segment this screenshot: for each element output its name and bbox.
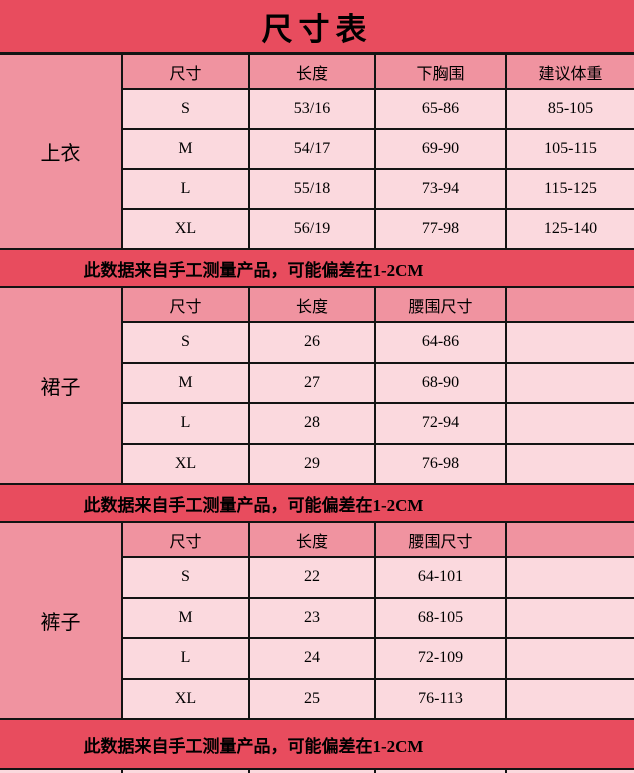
cell-weight: 115-125 <box>544 180 597 197</box>
cell-length: 29 <box>250 444 376 483</box>
cell-waist: 64-86 <box>376 323 507 362</box>
measurement-note-text: 此数据来自手工测量产品，可能偏差在1-2CM <box>83 260 424 280</box>
cell-length: 23 <box>250 598 376 637</box>
table-row: M 54/17 69-90 105-115 <box>123 130 634 170</box>
table-row: S 26 64-86 <box>123 323 634 364</box>
table-row: L 28 72-94 <box>123 404 634 445</box>
cell-waist: 76-113 <box>376 679 507 718</box>
table-row: M 23 68-105 <box>123 598 634 639</box>
cell-length: 26 <box>250 323 376 362</box>
page-title: 尺寸表 <box>0 0 634 55</box>
header-cell-length: 长度 <box>250 55 376 88</box>
header-cell-size: 尺寸 <box>123 523 250 556</box>
header-cell-length: 长度 <box>250 288 376 321</box>
cell-size: S <box>123 323 250 362</box>
header-cell-empty <box>507 523 634 556</box>
measurement-note: 此数据来自手工测量产品，可能偏差在1-2CM <box>0 483 634 523</box>
cell-waist: 68-90 <box>376 363 507 402</box>
cell-underbust: 77-98 <box>376 210 507 248</box>
cell-size: XL <box>123 210 250 248</box>
table-header-row: 尺寸 长度 下胸围 建议体重 <box>123 55 634 90</box>
partial-row <box>0 770 634 773</box>
cell-waist: 72-94 <box>376 404 507 443</box>
cell-size: L <box>123 170 250 208</box>
table-row: XL 29 76-98 <box>123 444 634 484</box>
cell-waist: 76-98 <box>376 444 507 483</box>
size-table-skirt: 尺寸 长度 腰围尺寸 S 26 64-86 M 27 68-90 L 28 72… <box>123 288 634 483</box>
cell-empty <box>507 680 634 719</box>
cell-empty <box>507 639 634 678</box>
size-table-pants: 尺寸 长度 腰围尺寸 S 22 64-101 M 23 68-105 L 24 … <box>123 523 634 718</box>
partial-cell <box>376 770 507 773</box>
cell-length: 56/19 <box>250 210 376 248</box>
cell-size: XL <box>123 679 250 718</box>
measurement-note-text: 此数据来自手工测量产品，可能偏差在1-2CM <box>83 736 424 756</box>
header-cell-waist: 腰围尺寸 <box>376 523 507 556</box>
cell-size: S <box>123 558 250 597</box>
size-table-tops: 尺寸 长度 下胸围 建议体重 S 53/16 65-86 85-105 M 54… <box>123 55 634 248</box>
cell-length: 28 <box>250 404 376 443</box>
header-cell-underbust: 下胸围 <box>376 55 507 88</box>
table-row: L 24 72-109 <box>123 639 634 680</box>
cell-size: M <box>123 363 250 402</box>
header-cell-empty <box>507 288 634 321</box>
cell-waist: 68-105 <box>376 598 507 637</box>
table-row: S 53/16 65-86 85-105 <box>123 90 634 130</box>
cell-size: S <box>123 90 250 128</box>
partial-cell <box>250 770 376 773</box>
cell-empty <box>507 599 634 638</box>
table-row: XL 56/19 77-98 125-140 <box>123 210 634 248</box>
section-label-tops: 上衣 <box>0 55 123 248</box>
cell-length: 54/17 <box>250 130 376 168</box>
table-header-row: 尺寸 长度 腰围尺寸 <box>123 523 634 558</box>
measurement-note-text: 此数据来自手工测量产品，可能偏差在1-2CM <box>83 495 424 515</box>
cell-waist: 72-109 <box>376 639 507 678</box>
cell-size: L <box>123 404 250 443</box>
header-cell-waist: 腰围尺寸 <box>376 288 507 321</box>
cell-length: 55/18 <box>250 170 376 208</box>
cell-length: 53/16 <box>250 90 376 128</box>
cell-size: M <box>123 598 250 637</box>
section-skirt: 裙子 尺寸 长度 腰围尺寸 S 26 64-86 M 27 68-90 L <box>0 288 634 483</box>
cell-length: 27 <box>250 363 376 402</box>
cell-weight: 85-105 <box>547 100 594 117</box>
cell-size: L <box>123 639 250 678</box>
cell-empty <box>507 364 634 403</box>
section-pants: 裤子 尺寸 长度 腰围尺寸 S 22 64-101 M 23 68-105 L <box>0 523 634 718</box>
header-cell-size: 尺寸 <box>123 55 250 88</box>
header-cell-size: 尺寸 <box>123 288 250 321</box>
table-row: S 22 64-101 <box>123 558 634 599</box>
section-label-skirt: 裙子 <box>0 288 123 483</box>
cell-underbust: 69-90 <box>376 130 507 168</box>
cell-weight: 105-115 <box>544 140 597 157</box>
section-label-pants: 裤子 <box>0 523 123 718</box>
cell-length: 25 <box>250 679 376 718</box>
section-tops: 上衣 尺寸 长度 下胸围 建议体重 S 53/16 65-86 85-105 M… <box>0 55 634 248</box>
cell-empty <box>507 445 634 484</box>
table-row: XL 25 76-113 <box>123 679 634 719</box>
header-cell-length: 长度 <box>250 523 376 556</box>
cell-length: 24 <box>250 639 376 678</box>
header-cell-weight: 建议体重 <box>538 65 603 83</box>
cell-size: XL <box>123 444 250 483</box>
cell-empty <box>507 558 634 597</box>
cell-size: M <box>123 130 250 168</box>
cell-waist: 64-101 <box>376 558 507 597</box>
table-row: L 55/18 73-94 115-125 <box>123 170 634 210</box>
table-header-row: 尺寸 长度 腰围尺寸 <box>123 288 634 323</box>
measurement-note: 此数据来自手工测量产品，可能偏差在1-2CM <box>0 248 634 288</box>
table-row: M 27 68-90 <box>123 363 634 404</box>
cell-weight: 125-140 <box>543 220 598 237</box>
cell-empty <box>507 323 634 362</box>
cell-empty <box>507 404 634 443</box>
cell-underbust: 65-86 <box>376 90 507 128</box>
measurement-note: 此数据来自手工测量产品，可能偏差在1-2CM <box>0 718 634 770</box>
partial-cell <box>123 770 250 773</box>
cell-underbust: 73-94 <box>376 170 507 208</box>
partial-cell <box>0 770 123 773</box>
cell-length: 22 <box>250 558 376 597</box>
